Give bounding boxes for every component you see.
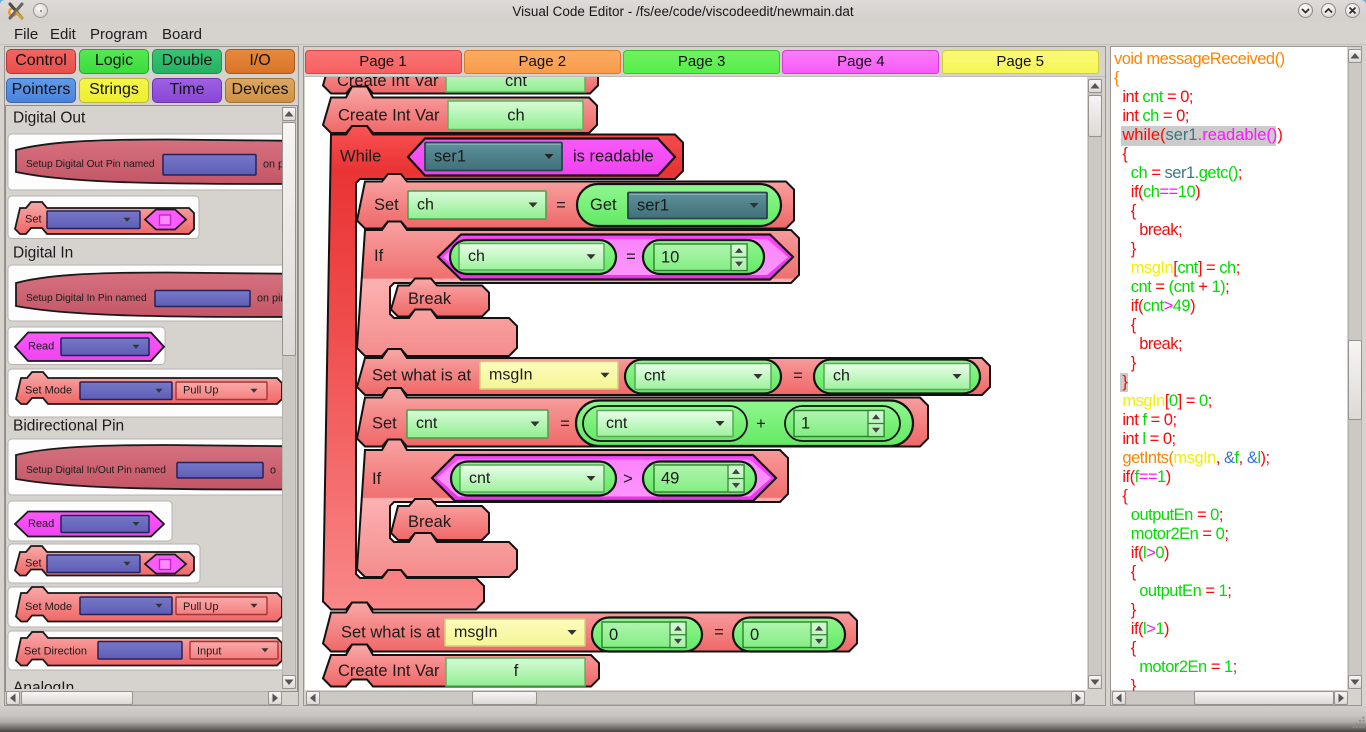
svg-text:>: > bbox=[623, 470, 633, 488]
svg-text:Pull Up: Pull Up bbox=[183, 385, 218, 397]
svg-text:Read: Read bbox=[28, 341, 54, 353]
svg-text:Break: Break bbox=[408, 513, 452, 531]
svg-text:ch: ch bbox=[833, 368, 850, 385]
svg-text:Read: Read bbox=[28, 518, 54, 530]
svg-text:Input: Input bbox=[197, 646, 221, 658]
svg-text:Create Int Var: Create Int Var bbox=[338, 107, 440, 125]
svg-text:Setup Digital In/Out Pin named: Setup Digital In/Out Pin named bbox=[26, 465, 166, 476]
svg-text:Break: Break bbox=[408, 290, 452, 308]
svg-text:o: o bbox=[270, 465, 276, 477]
svg-text:Set Mode: Set Mode bbox=[25, 601, 72, 613]
svg-text:Set what is at: Set what is at bbox=[341, 624, 440, 642]
svg-text:While: While bbox=[340, 148, 381, 166]
svg-text:on pin: on pin bbox=[257, 293, 282, 305]
svg-text:10: 10 bbox=[661, 248, 679, 266]
svg-text:Set Mode: Set Mode bbox=[25, 385, 72, 397]
svg-text:Digital In: Digital In bbox=[13, 245, 73, 262]
svg-text:1: 1 bbox=[801, 415, 810, 433]
svg-text:msgIn: msgIn bbox=[454, 624, 498, 641]
svg-text:Set: Set bbox=[25, 214, 42, 226]
svg-text:=: = bbox=[793, 367, 803, 385]
svg-text:is readable: is readable bbox=[573, 148, 654, 166]
svg-text:If: If bbox=[374, 247, 384, 265]
svg-text:Set Direction: Set Direction bbox=[24, 646, 87, 658]
svg-text:on p: on p bbox=[263, 159, 282, 171]
svg-text:Set: Set bbox=[374, 196, 399, 214]
svg-text:Digital Out: Digital Out bbox=[13, 110, 86, 127]
svg-text:If: If bbox=[372, 470, 382, 488]
svg-text:49: 49 bbox=[661, 470, 679, 488]
svg-text:Bidirectional Pin: Bidirectional Pin bbox=[13, 418, 124, 435]
svg-text:Setup Digital In Pin named: Setup Digital In Pin named bbox=[26, 293, 147, 304]
svg-text:cnt: cnt bbox=[469, 470, 491, 487]
svg-text:msgIn: msgIn bbox=[489, 367, 533, 384]
svg-text:0: 0 bbox=[609, 626, 618, 644]
svg-text:+: + bbox=[756, 415, 766, 433]
svg-text:Setup Digital Out Pin named: Setup Digital Out Pin named bbox=[26, 159, 155, 170]
svg-text:ch: ch bbox=[468, 248, 485, 265]
svg-text:ch: ch bbox=[417, 197, 434, 214]
svg-text:=: = bbox=[626, 248, 636, 266]
svg-text:=: = bbox=[556, 197, 566, 215]
svg-text:cnt: cnt bbox=[606, 415, 628, 432]
svg-text:ser1: ser1 bbox=[434, 148, 466, 166]
svg-text:cnt: cnt bbox=[505, 77, 527, 90]
svg-text:Get: Get bbox=[590, 196, 617, 214]
svg-text:ch: ch bbox=[507, 107, 524, 125]
svg-text:ser1: ser1 bbox=[637, 197, 669, 215]
svg-text:=: = bbox=[560, 415, 570, 433]
svg-text:cnt: cnt bbox=[644, 368, 666, 385]
svg-text:AnalogIn: AnalogIn bbox=[13, 680, 74, 690]
svg-text:Set what is at: Set what is at bbox=[372, 367, 471, 385]
svg-text:0: 0 bbox=[750, 626, 759, 644]
svg-text:Pull Up: Pull Up bbox=[183, 601, 218, 613]
svg-text:Create Int Var: Create Int Var bbox=[338, 662, 440, 680]
svg-text:cnt: cnt bbox=[416, 415, 438, 432]
svg-text:f: f bbox=[514, 662, 519, 680]
svg-text:Set: Set bbox=[372, 415, 397, 433]
svg-text:Set: Set bbox=[25, 558, 42, 570]
svg-text:=: = bbox=[714, 624, 724, 642]
